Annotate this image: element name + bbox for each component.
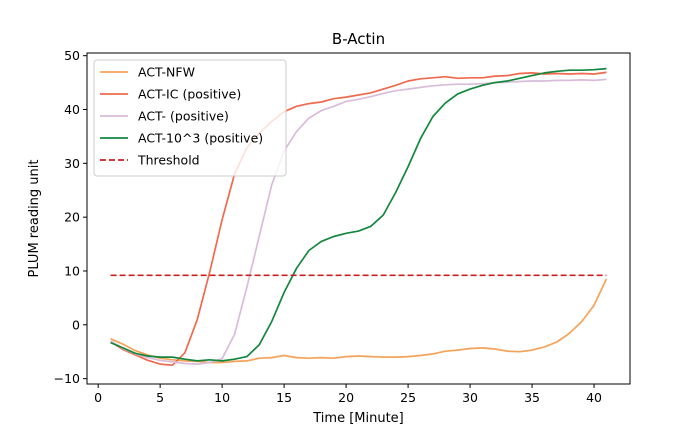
legend-label-4: ACT-10^3 (positive) <box>138 131 263 146</box>
chart-title: B-Actin <box>332 30 385 48</box>
x-tick-label: 35 <box>524 390 540 405</box>
x-tick-label: 0 <box>94 390 102 405</box>
legend-box <box>93 59 287 177</box>
y-axis-label: PLUM reading unit <box>27 160 42 278</box>
y-axis: −10 0 10 20 30 40 50 <box>54 48 87 386</box>
y-tick-label: 10 <box>64 263 80 278</box>
series-line-4 <box>110 67 607 362</box>
legend-label-2: ACT-IC (positive) <box>138 87 241 102</box>
series-line-2 <box>110 71 607 367</box>
x-tick-label: 30 <box>462 390 478 405</box>
y-tick-label: 20 <box>64 210 80 225</box>
plot-frame <box>86 52 631 385</box>
y-tick-label: 30 <box>64 156 80 171</box>
legend: ACT-NFW ACT-IC (positive) ACT- (positive) A… <box>93 59 287 177</box>
y-tick-label: 40 <box>64 102 80 117</box>
x-tick-label: 40 <box>586 390 602 405</box>
series-layer <box>110 67 608 367</box>
y-tick-label: 0 <box>72 317 80 332</box>
legend-label-1: ACT-NFW <box>138 65 195 80</box>
x-axis-label: Time [Minute] <box>312 411 404 426</box>
y-tick-label: 50 <box>64 48 80 63</box>
legend-label-5: Threshold <box>137 153 200 168</box>
series-line-3 <box>110 78 607 365</box>
series-line-1 <box>110 278 608 364</box>
legend-label-3: ACT- (positive) <box>138 109 229 124</box>
x-axis: 0 5 10 15 20 25 30 35 40 <box>94 384 602 405</box>
x-tick-label: 10 <box>214 390 230 405</box>
y-tick-label: −10 <box>54 371 80 386</box>
x-tick-label: 5 <box>156 390 164 405</box>
x-tick-label: 25 <box>400 390 416 405</box>
x-tick-label: 20 <box>338 390 354 405</box>
x-tick-label: 15 <box>276 390 292 405</box>
